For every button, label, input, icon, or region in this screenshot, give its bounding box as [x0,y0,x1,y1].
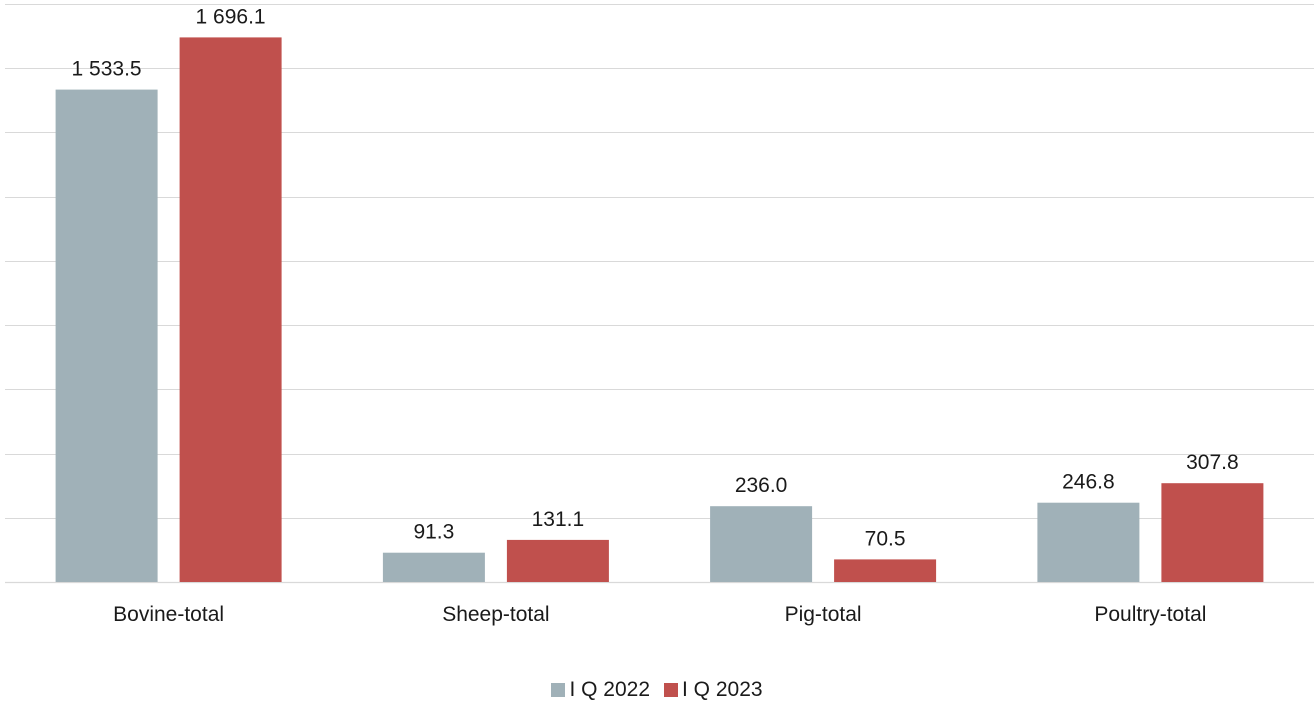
data-label: 131.1 [532,508,585,531]
data-label: 307.8 [1186,451,1239,474]
bar-pig-total-2022 [710,506,813,582]
legend-item-2022: I Q 2022 [551,678,650,702]
bar-chart: 1 533.5 1 696.1 91.3 131.1 236.0 70.5 246.8 307… [5,4,1314,626]
bar-sheep-total-2022 [382,552,485,582]
bar-poultry-total-2022 [1037,502,1140,582]
data-labels: 1 533.5 1 696.1 91.3 131.1 236.0 70.5 246.8 307… [72,5,1239,550]
category-label: Sheep-total [442,603,549,626]
bars [55,37,1264,582]
bar-poultry-total-2023 [1161,483,1264,582]
legend-label-2022: I Q 2022 [569,678,650,701]
data-label: 91.3 [413,521,454,544]
legend: I Q 2022 I Q 2023 [0,678,1314,702]
category-label: Pig-total [785,603,862,626]
bar-bovine-total-2023 [179,37,282,582]
legend-swatch-2023 [664,683,678,697]
category-axis-labels: Bovine-total Sheep-total Pig-total Poultry-… [113,603,1206,626]
data-label: 236.0 [735,474,788,497]
legend-label-2023: I Q 2023 [682,678,763,701]
bar-sheep-total-2023 [506,539,609,582]
data-label: 70.5 [865,527,906,550]
category-label: Bovine-total [113,603,224,626]
legend-item-2023: I Q 2023 [664,678,763,702]
bar-bovine-total-2022 [55,89,158,582]
data-label: 1 533.5 [72,58,142,81]
data-label: 246.8 [1062,471,1115,494]
legend-swatch-2022 [551,683,566,697]
category-label: Poultry-total [1094,603,1206,626]
data-label: 1 696.1 [196,5,266,28]
bar-pig-total-2023 [834,559,937,582]
